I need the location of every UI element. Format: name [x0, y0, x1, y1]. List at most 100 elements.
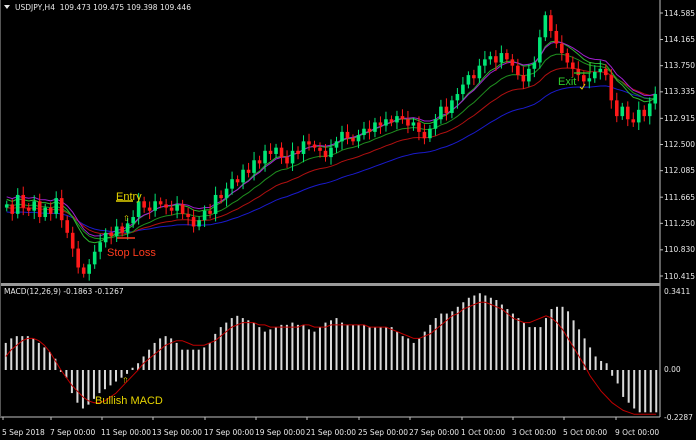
- bull-candle[interactable]: [483, 59, 487, 66]
- bear-candle[interactable]: [180, 204, 185, 214]
- bear-candle[interactable]: [345, 131, 350, 139]
- bear-candle[interactable]: [631, 119, 636, 123]
- bear-candle[interactable]: [422, 131, 427, 139]
- bear-candle[interactable]: [10, 204, 15, 214]
- bull-candle[interactable]: [499, 53, 504, 63]
- bull-candle[interactable]: [455, 94, 460, 101]
- bull-candle[interactable]: [488, 56, 493, 60]
- bear-candle[interactable]: [26, 207, 31, 211]
- bull-candle[interactable]: [340, 131, 344, 142]
- bull-candle[interactable]: [87, 264, 91, 274]
- bull-candle[interactable]: [411, 122, 416, 126]
- bear-candle[interactable]: [21, 194, 26, 208]
- bull-candle[interactable]: [592, 71, 597, 79]
- bear-candle[interactable]: [642, 109, 647, 117]
- bear-candle[interactable]: [614, 100, 619, 117]
- bear-candle[interactable]: [120, 226, 124, 233]
- bull-candle[interactable]: [202, 210, 207, 221]
- bull-candle[interactable]: [527, 68, 531, 82]
- bull-candle[interactable]: [356, 135, 361, 142]
- bull-candle[interactable]: [290, 150, 295, 164]
- bear-candle[interactable]: [389, 119, 394, 123]
- bull-candle[interactable]: [241, 169, 245, 183]
- bear-candle[interactable]: [510, 59, 515, 66]
- bull-candle[interactable]: [461, 84, 465, 95]
- bear-candle[interactable]: [603, 68, 608, 76]
- bull-candle[interactable]: [543, 15, 548, 38]
- bear-candle[interactable]: [142, 201, 146, 208]
- bear-candle[interactable]: [81, 267, 86, 274]
- bear-candle[interactable]: [59, 198, 64, 221]
- bear-candle[interactable]: [609, 75, 614, 101]
- bull-candle[interactable]: [197, 220, 201, 227]
- bear-candle[interactable]: [472, 75, 476, 79]
- bull-candle[interactable]: [477, 65, 482, 79]
- bear-candle[interactable]: [582, 75, 586, 82]
- bull-candle[interactable]: [98, 242, 102, 252]
- bull-candle[interactable]: [450, 100, 454, 113]
- bear-candle[interactable]: [37, 201, 42, 218]
- bull-candle[interactable]: [647, 103, 652, 117]
- bull-candle[interactable]: [224, 188, 229, 199]
- bear-candle[interactable]: [279, 147, 284, 158]
- bear-candle[interactable]: [560, 43, 564, 54]
- bull-candle[interactable]: [653, 94, 658, 104]
- bear-candle[interactable]: [505, 53, 509, 60]
- bull-candle[interactable]: [263, 150, 267, 164]
- bear-candle[interactable]: [521, 75, 526, 82]
- bull-candle[interactable]: [428, 128, 432, 139]
- bull-candle[interactable]: [334, 141, 339, 148]
- bear-candle[interactable]: [312, 144, 317, 148]
- bull-candle[interactable]: [439, 106, 443, 120]
- bear-candle[interactable]: [367, 128, 372, 132]
- bear-candle[interactable]: [235, 179, 240, 183]
- bull-candle[interactable]: [538, 37, 542, 63]
- bear-candle[interactable]: [147, 207, 152, 211]
- pane-separator[interactable]: [0, 283, 660, 286]
- bear-candle[interactable]: [70, 232, 75, 249]
- bear-candle[interactable]: [257, 160, 262, 164]
- bear-candle[interactable]: [444, 106, 449, 113]
- bear-candle[interactable]: [186, 213, 190, 218]
- bull-candle[interactable]: [362, 128, 366, 136]
- bear-candle[interactable]: [554, 30, 559, 44]
- bear-candle[interactable]: [191, 217, 196, 227]
- bull-candle[interactable]: [466, 75, 471, 85]
- bull-candle[interactable]: [620, 106, 625, 117]
- bear-candle[interactable]: [48, 207, 53, 214]
- bear-candle[interactable]: [516, 65, 520, 76]
- bull-candle[interactable]: [54, 198, 59, 214]
- bull-candle[interactable]: [43, 207, 48, 218]
- bear-candle[interactable]: [296, 150, 300, 154]
- bull-candle[interactable]: [153, 201, 157, 211]
- bear-candle[interactable]: [246, 169, 251, 173]
- bear-candle[interactable]: [625, 106, 630, 120]
- bear-candle[interactable]: [219, 194, 223, 199]
- bull-candle[interactable]: [395, 116, 399, 123]
- bull-candle[interactable]: [125, 223, 130, 233]
- bull-candle[interactable]: [103, 232, 108, 243]
- bull-candle[interactable]: [114, 226, 119, 236]
- bull-candle[interactable]: [175, 204, 179, 211]
- bull-candle[interactable]: [329, 147, 333, 158]
- bear-candle[interactable]: [268, 150, 273, 154]
- bear-candle[interactable]: [323, 150, 328, 158]
- bull-candle[interactable]: [384, 119, 388, 126]
- bull-candle[interactable]: [587, 78, 592, 82]
- bear-candle[interactable]: [109, 232, 113, 236]
- bear-candle[interactable]: [417, 122, 421, 132]
- bull-candle[interactable]: [32, 201, 37, 211]
- collapse-triangle-icon[interactable]: [4, 5, 10, 9]
- bear-candle[interactable]: [378, 122, 383, 126]
- bull-candle[interactable]: [301, 141, 306, 154]
- bear-candle[interactable]: [494, 56, 498, 63]
- bull-candle[interactable]: [598, 68, 603, 72]
- bull-candle[interactable]: [213, 194, 218, 214]
- bear-candle[interactable]: [576, 68, 581, 76]
- bull-candle[interactable]: [131, 217, 135, 224]
- bear-candle[interactable]: [164, 204, 168, 208]
- bull-candle[interactable]: [4, 204, 9, 208]
- bear-candle[interactable]: [208, 210, 212, 214]
